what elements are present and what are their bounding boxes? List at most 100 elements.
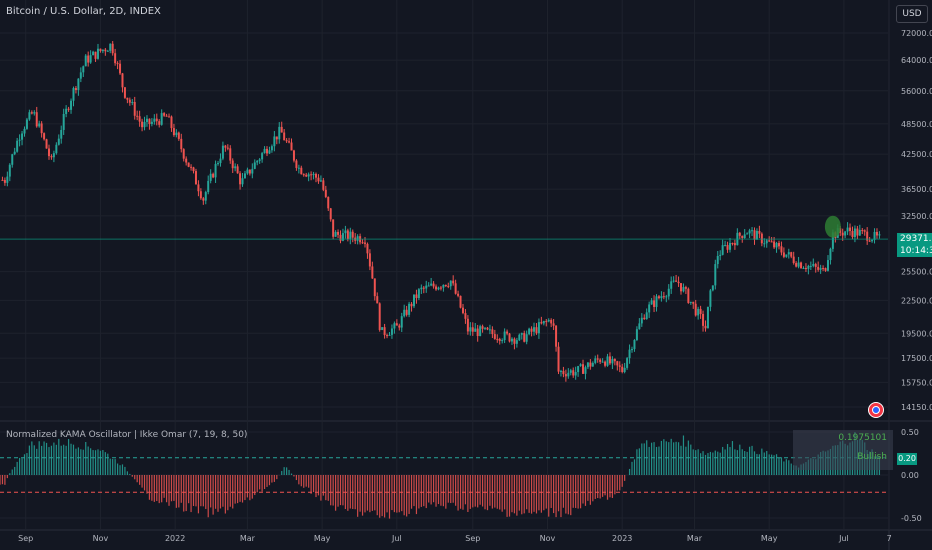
candle-body xyxy=(687,288,690,303)
osc-bar xyxy=(327,475,329,501)
osc-bar xyxy=(239,475,241,502)
candle-body xyxy=(667,288,670,297)
osc-bar xyxy=(560,475,562,518)
osc-bar xyxy=(624,475,626,481)
candle-body xyxy=(594,358,597,363)
osc-bar xyxy=(67,439,70,475)
osc-bar xyxy=(778,457,780,475)
candle-body xyxy=(126,97,129,100)
candle-body xyxy=(643,317,646,320)
candle-body xyxy=(427,285,430,287)
osc-bar xyxy=(513,475,516,514)
candle-body xyxy=(579,364,582,367)
candle-body xyxy=(99,48,102,52)
candle-body xyxy=(648,304,651,313)
candle-body xyxy=(96,48,99,59)
osc-bar xyxy=(126,471,128,475)
candle-body xyxy=(192,167,195,172)
osc-bar xyxy=(582,475,584,504)
candle-body xyxy=(628,349,631,359)
osc-bar xyxy=(185,475,187,512)
osc-bar xyxy=(746,451,748,475)
osc-bar xyxy=(648,446,650,475)
candle-body xyxy=(873,231,876,240)
candle-body xyxy=(760,233,763,244)
candle-body xyxy=(503,331,506,341)
osc-bar xyxy=(406,475,408,517)
candle-body xyxy=(817,266,820,270)
candle-body xyxy=(621,366,624,373)
osc-bar xyxy=(423,475,425,507)
osc-bar xyxy=(494,475,496,508)
candle-body xyxy=(520,333,523,335)
osc-bar xyxy=(685,446,687,475)
us-flag-icon[interactable] xyxy=(868,402,884,418)
candle-body xyxy=(270,146,273,151)
time-tick-label: Sep xyxy=(465,534,480,543)
candle-body xyxy=(207,180,210,193)
candle-body xyxy=(831,232,834,249)
candle-body xyxy=(180,138,183,150)
osc-bar xyxy=(700,453,702,475)
osc-bar xyxy=(134,475,136,480)
candle-body xyxy=(819,268,822,270)
osc-bar xyxy=(80,449,82,475)
osc-bar xyxy=(173,475,175,501)
candle-body xyxy=(770,241,773,243)
currency-button[interactable]: USD xyxy=(896,5,928,23)
price-tick-label: 22500.00 xyxy=(901,296,932,305)
candle-body xyxy=(94,51,97,59)
candle-body xyxy=(535,327,538,334)
candle-body xyxy=(35,112,38,127)
candle-body xyxy=(738,232,741,236)
osc-bar xyxy=(92,450,94,475)
indicator-title[interactable]: Normalized KAMA Oscillator | Ikke Omar (… xyxy=(6,430,248,440)
candle-body xyxy=(339,234,342,241)
osc-bar xyxy=(587,475,589,501)
candle-body xyxy=(420,287,423,290)
candle-body xyxy=(317,177,320,182)
osc-bar xyxy=(254,475,256,496)
candle-body xyxy=(457,293,460,296)
candle-body xyxy=(623,367,626,373)
candle-body xyxy=(743,234,746,238)
candle-body xyxy=(204,192,207,201)
signal-marker[interactable] xyxy=(824,215,841,238)
candle-body xyxy=(310,174,313,176)
candle-body xyxy=(104,49,107,52)
candle-body xyxy=(586,362,589,368)
osc-bar xyxy=(673,442,675,475)
osc-bar xyxy=(256,475,258,493)
osc-bar xyxy=(217,475,219,512)
osc-bar xyxy=(143,475,146,491)
candle-body xyxy=(246,169,249,174)
candle-body xyxy=(599,359,602,362)
candle-body xyxy=(307,174,310,177)
candle-body xyxy=(826,260,829,271)
osc-bar xyxy=(773,455,775,475)
osc-bar xyxy=(442,475,444,507)
indicator-info-box: 0.1975101 Bullish xyxy=(793,430,893,470)
osc-bar xyxy=(178,475,180,508)
candle-body xyxy=(863,230,866,232)
time-tick-label: May xyxy=(314,534,331,543)
osc-bar xyxy=(775,454,778,475)
candle-body xyxy=(57,138,60,145)
osc-bar xyxy=(479,475,481,505)
osc-bar xyxy=(283,467,285,475)
osc-bar xyxy=(675,441,677,475)
osc-bar xyxy=(508,475,511,517)
osc-bar xyxy=(692,449,694,475)
time-tick-label: May xyxy=(761,534,778,543)
candle-body xyxy=(65,108,68,114)
osc-bar xyxy=(415,475,418,515)
osc-bar xyxy=(619,475,621,491)
candle-body xyxy=(787,252,790,255)
osc-bar xyxy=(65,445,67,475)
candle-body xyxy=(60,129,63,139)
candle-body xyxy=(824,268,827,271)
osc-bar xyxy=(192,475,195,506)
time-tick-label: Nov xyxy=(540,534,556,543)
osc-bar xyxy=(682,435,685,475)
